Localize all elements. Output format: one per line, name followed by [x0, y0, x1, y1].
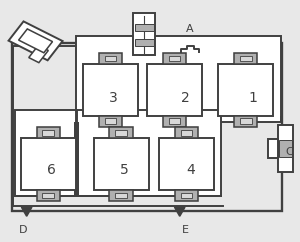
Polygon shape: [19, 29, 52, 53]
Bar: [105, 118, 116, 124]
Text: 2: 2: [181, 91, 189, 105]
Bar: [278, 125, 293, 173]
Bar: [181, 130, 192, 136]
Bar: [234, 116, 257, 127]
Bar: [74, 122, 79, 196]
Bar: [240, 118, 252, 124]
Polygon shape: [175, 207, 185, 216]
Bar: [15, 110, 221, 196]
Bar: [83, 64, 138, 116]
Bar: [94, 138, 148, 190]
Bar: [159, 138, 214, 190]
Bar: [21, 138, 76, 190]
Polygon shape: [29, 45, 48, 63]
Bar: [37, 127, 60, 138]
Bar: [42, 193, 54, 198]
Bar: [147, 64, 202, 116]
Bar: [234, 53, 257, 64]
Bar: [110, 127, 133, 138]
Bar: [240, 55, 252, 61]
Text: E: E: [182, 225, 189, 235]
Bar: [268, 139, 278, 158]
Bar: [218, 64, 273, 116]
Text: 6: 6: [47, 163, 56, 177]
Bar: [37, 190, 60, 201]
Text: 3: 3: [109, 91, 117, 105]
Text: 1: 1: [248, 91, 257, 105]
Text: A: A: [186, 24, 194, 34]
Text: 4: 4: [187, 163, 195, 177]
Bar: [12, 43, 282, 211]
Polygon shape: [9, 21, 63, 60]
Bar: [42, 130, 54, 136]
Bar: [99, 116, 122, 127]
Bar: [99, 53, 122, 64]
Bar: [175, 190, 198, 201]
Text: D: D: [19, 225, 27, 235]
Bar: [133, 13, 155, 55]
Bar: [163, 116, 186, 127]
Bar: [163, 53, 186, 64]
Text: C: C: [285, 147, 293, 157]
Bar: [110, 190, 133, 201]
Bar: [115, 130, 127, 136]
Polygon shape: [22, 207, 32, 216]
Text: 5: 5: [120, 163, 128, 177]
Bar: [169, 55, 180, 61]
Bar: [115, 193, 127, 198]
Bar: [76, 36, 281, 122]
Bar: [169, 118, 180, 124]
Bar: [279, 140, 292, 157]
Bar: [181, 193, 192, 198]
Bar: [135, 24, 154, 31]
Bar: [135, 39, 154, 46]
Bar: [105, 55, 116, 61]
Bar: [175, 127, 198, 138]
